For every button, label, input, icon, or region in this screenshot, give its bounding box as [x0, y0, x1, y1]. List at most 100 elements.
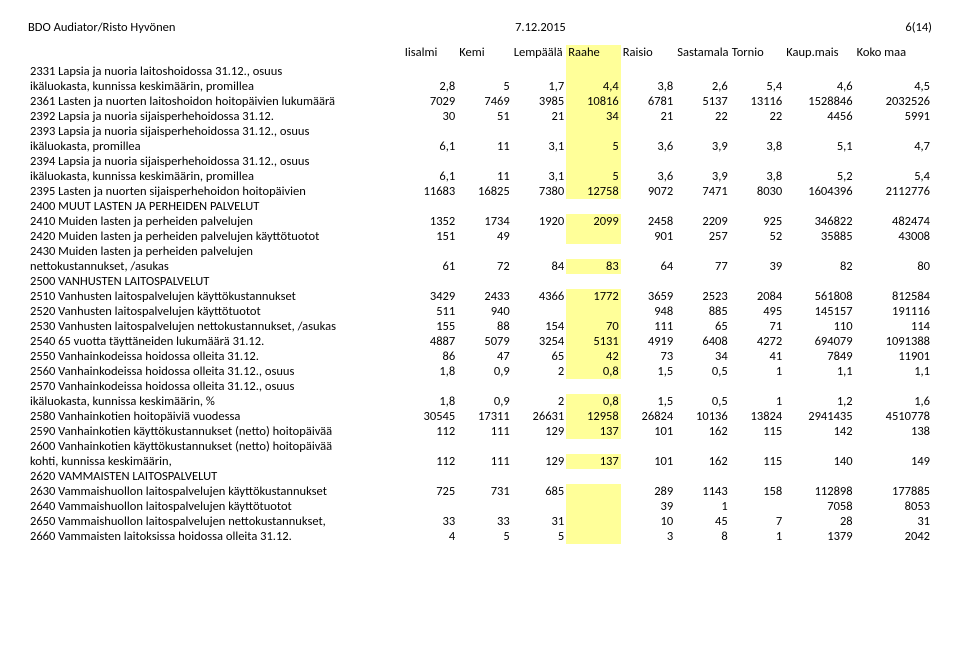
- cell: 41: [730, 349, 785, 364]
- cell: 685: [512, 484, 567, 499]
- cell: 0,9: [457, 364, 512, 379]
- column-header-row: Iisalmi Kemi Lempäälä Raahe Raisio Sasta…: [28, 45, 932, 64]
- cell: 80: [855, 259, 932, 274]
- cell: 1: [730, 364, 785, 379]
- cell: [675, 199, 730, 214]
- cell: 33: [403, 514, 458, 529]
- cell: [621, 199, 676, 214]
- cell: 346822: [784, 214, 854, 229]
- cell: [457, 154, 512, 169]
- cell: [403, 274, 458, 289]
- cell: 2433: [457, 289, 512, 304]
- cell: 289: [621, 484, 676, 499]
- cell: 4919: [621, 334, 676, 349]
- cell: [512, 499, 567, 514]
- cell: 0,5: [675, 394, 730, 409]
- cell: 3,1: [512, 169, 567, 184]
- cell: 12758: [566, 184, 621, 199]
- cell: 112: [403, 424, 458, 439]
- row-label: 2331 Lapsia ja nuoria laitoshoidossa 31.…: [28, 64, 403, 79]
- cell: 3,8: [730, 169, 785, 184]
- row-label: 2620 VAMMAISTEN LAITOSPALVELUT: [28, 469, 403, 484]
- cell: [855, 469, 932, 484]
- cell: 111: [457, 424, 512, 439]
- cell: 26631: [512, 409, 567, 424]
- cell: 3,1: [512, 139, 567, 154]
- cell: 16825: [457, 184, 512, 199]
- cell: [621, 154, 676, 169]
- cell: [512, 244, 567, 259]
- row-label: kohti, kunnissa keskimäärin,: [28, 454, 403, 469]
- cell: [403, 124, 458, 139]
- cell: [621, 439, 676, 454]
- cell: 33: [457, 514, 512, 529]
- cell: 901: [621, 229, 676, 244]
- cell: 13824: [730, 409, 785, 424]
- cell: 137: [566, 424, 621, 439]
- cell: [730, 439, 785, 454]
- cell: 0,5: [675, 364, 730, 379]
- cell: 6408: [675, 334, 730, 349]
- cell: 2209: [675, 214, 730, 229]
- document-header: BDO Audiator/Risto Hyvönen 7.12.2015 6(1…: [28, 20, 932, 35]
- cell: 2032526: [855, 94, 932, 109]
- cell: 142: [784, 424, 854, 439]
- cell: 4,7: [855, 139, 932, 154]
- cell: 154: [512, 319, 567, 334]
- cell: 10: [621, 514, 676, 529]
- table-row: ikäluokasta, kunnissa keskimäärin, promi…: [28, 169, 932, 184]
- cell: [855, 274, 932, 289]
- cell: 17311: [457, 409, 512, 424]
- cell: 45: [675, 514, 730, 529]
- cell: [403, 154, 458, 169]
- cell: 65: [512, 349, 567, 364]
- cell: 3659: [621, 289, 676, 304]
- cell: [403, 469, 458, 484]
- cell: 28: [784, 514, 854, 529]
- cell: [855, 124, 932, 139]
- table-row: 2510 Vanhusten laitospalvelujen käyttöku…: [28, 289, 932, 304]
- cell: [566, 499, 621, 514]
- cell: [784, 124, 854, 139]
- cell: [675, 439, 730, 454]
- cell: [512, 469, 567, 484]
- row-label: 2640 Vammaishuollon laitospalvelujen käy…: [28, 499, 403, 514]
- cell: 948: [621, 304, 676, 319]
- cell: 30: [403, 109, 458, 124]
- cell: [855, 64, 932, 79]
- cell: 2,8: [403, 79, 458, 94]
- cell: 1734: [457, 214, 512, 229]
- cell: [621, 124, 676, 139]
- cell: 51: [457, 109, 512, 124]
- cell: [621, 469, 676, 484]
- cell: [457, 199, 512, 214]
- cell: 1,1: [784, 364, 854, 379]
- cell: 162: [675, 454, 730, 469]
- table-row: 2650 Vammaishuollon laitospalvelujen net…: [28, 514, 932, 529]
- cell: 5079: [457, 334, 512, 349]
- cell: 13116: [730, 94, 785, 109]
- cell: 7029: [403, 94, 458, 109]
- cell: [784, 244, 854, 259]
- cell: 114: [855, 319, 932, 334]
- cell: 34: [675, 349, 730, 364]
- cell: 21: [512, 109, 567, 124]
- cell: 111: [621, 319, 676, 334]
- cell: [730, 199, 785, 214]
- header-author: BDO Audiator/Risto Hyvönen: [28, 20, 175, 35]
- cell: 162: [675, 424, 730, 439]
- cell: 9072: [621, 184, 676, 199]
- cell: [675, 274, 730, 289]
- row-label: ikäluokasta, kunnissa keskimäärin, promi…: [28, 169, 403, 184]
- cell: 7469: [457, 94, 512, 109]
- row-label: 2410 Muiden lasten ja perheiden palveluj…: [28, 214, 403, 229]
- cell: [784, 469, 854, 484]
- cell: 2099: [566, 214, 621, 229]
- cell: 12958: [566, 409, 621, 424]
- cell: 561808: [784, 289, 854, 304]
- cell: [403, 439, 458, 454]
- cell: 2: [512, 394, 567, 409]
- cell: 177885: [855, 484, 932, 499]
- table-row: 2660 Vammaisten laitoksissa hoidossa oll…: [28, 529, 932, 544]
- col-head: Raahe: [566, 45, 621, 64]
